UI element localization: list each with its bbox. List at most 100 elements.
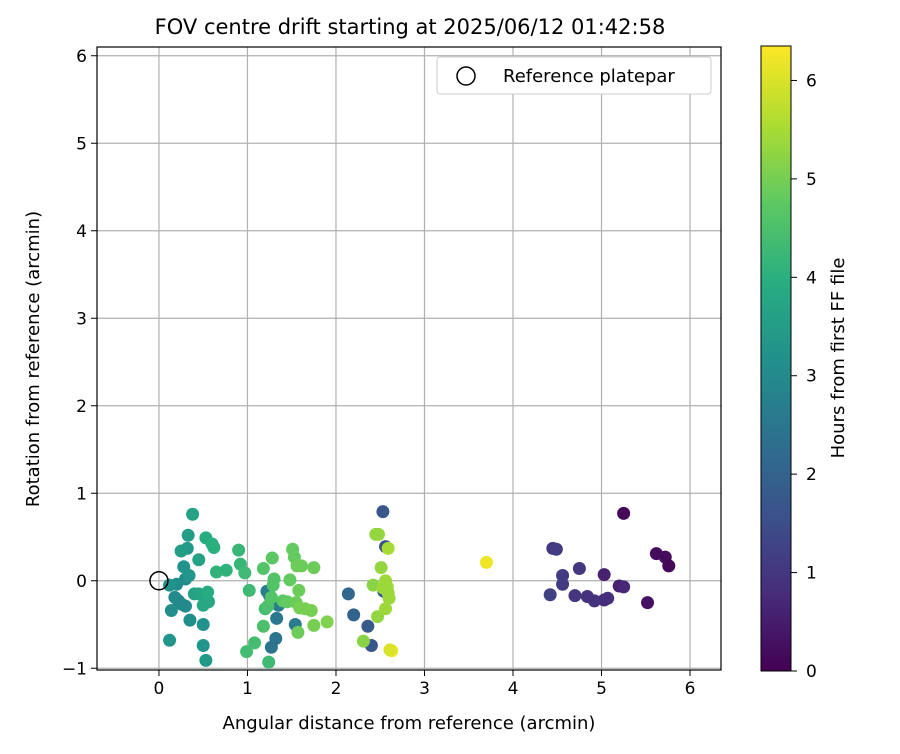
data-point [371, 610, 385, 624]
y-axis-label: Rotation from reference (arcmin) [23, 211, 44, 507]
y-tick-label: 6 [76, 47, 87, 67]
x-axis-label: Angular distance from reference (arcmin) [223, 713, 596, 734]
data-point [270, 611, 284, 625]
data-point [163, 633, 177, 647]
data-point [181, 528, 195, 542]
data-point [556, 577, 570, 591]
data-point [264, 590, 278, 604]
data-point [383, 643, 397, 657]
data-point [597, 568, 611, 582]
colorbar-ticks: 0 1 2 3 4 5 6 [791, 71, 817, 682]
data-point [320, 615, 334, 629]
plot-frame [96, 46, 722, 671]
colorbar-tick-label: 2 [806, 465, 817, 485]
data-point [479, 555, 493, 569]
colorbar-tick-label: 4 [806, 268, 817, 288]
data-point [292, 583, 306, 597]
y-tick-label: −1 [62, 659, 87, 679]
data-point [543, 588, 557, 602]
grid [97, 47, 721, 670]
data-point [207, 541, 221, 554]
colorbar-tick-label: 6 [806, 71, 817, 91]
data-point [174, 544, 188, 558]
data-point [256, 619, 270, 633]
data-point [347, 608, 361, 622]
data-point [186, 507, 200, 521]
reference-platepar-marker [149, 571, 169, 591]
data-point [175, 597, 189, 611]
colorbar-tick-label: 1 [806, 564, 817, 584]
data-point [617, 580, 631, 594]
data-point [232, 543, 246, 557]
data-point [371, 527, 385, 541]
x-tick-label: 6 [685, 679, 696, 699]
data-point [202, 595, 216, 609]
data-point [381, 541, 395, 555]
data-point [248, 636, 262, 650]
axis-ticks: 0 1 2 3 4 5 6 −1 0 1 2 3 4 5 6 [62, 47, 695, 699]
data-point [361, 619, 375, 633]
data-point [617, 506, 631, 520]
data-point [240, 645, 254, 659]
chart-title: FOV centre drift starting at 2025/06/12 … [155, 15, 666, 39]
data-point [177, 560, 191, 574]
x-tick-label: 3 [419, 679, 430, 699]
colorbar-tick-label: 5 [806, 170, 817, 190]
data-point [382, 591, 396, 605]
data-point [294, 559, 308, 573]
x-tick-label: 1 [242, 679, 253, 699]
data-point [163, 578, 177, 592]
data-point [580, 590, 594, 603]
data-point [238, 566, 252, 580]
legend-entry-reference: Reference platepar [503, 66, 675, 87]
x-tick-label: 2 [331, 679, 342, 699]
y-tick-label: 2 [76, 397, 87, 417]
x-tick-label: 5 [596, 679, 607, 699]
y-tick-label: 3 [76, 309, 87, 329]
legend-box [436, 56, 712, 95]
legend-marker [456, 66, 476, 86]
colorbar-tick-label: 0 [806, 662, 817, 682]
data-point [283, 573, 297, 587]
data-point [242, 583, 256, 597]
colorbar-gradient [760, 45, 792, 672]
data-point [196, 618, 210, 631]
data-point [597, 593, 611, 607]
data-point [568, 589, 582, 603]
data-point [269, 632, 283, 645]
data-point [256, 562, 270, 575]
data-point [376, 505, 390, 519]
scatter-points [163, 505, 676, 669]
data-point [304, 604, 318, 617]
data-point [379, 602, 393, 616]
data-point [192, 553, 206, 567]
data-point [267, 572, 281, 586]
data-point [164, 604, 178, 617]
data-point [307, 561, 321, 575]
data-point [641, 596, 655, 610]
data-point [209, 565, 223, 579]
data-point [366, 578, 380, 592]
data-point [183, 613, 197, 627]
data-point [374, 561, 388, 575]
data-point [196, 639, 210, 652]
colorbar-tick-label: 3 [806, 367, 817, 387]
data-point [662, 559, 676, 573]
data-point [199, 653, 213, 667]
colorbar-label: Hours from first FF file [828, 258, 849, 459]
data-point [549, 542, 563, 556]
data-point [291, 625, 305, 639]
x-tick-label: 4 [508, 679, 519, 699]
y-tick-label: 1 [76, 484, 87, 504]
y-tick-label: 0 [76, 572, 87, 592]
y-tick-label: 4 [76, 222, 87, 242]
x-tick-label: 0 [154, 679, 165, 699]
data-point [219, 563, 233, 577]
y-tick-label: 5 [76, 134, 87, 154]
data-point [572, 562, 586, 575]
data-point [356, 634, 370, 648]
data-point [265, 551, 279, 565]
legend: Reference platepar [436, 56, 712, 95]
